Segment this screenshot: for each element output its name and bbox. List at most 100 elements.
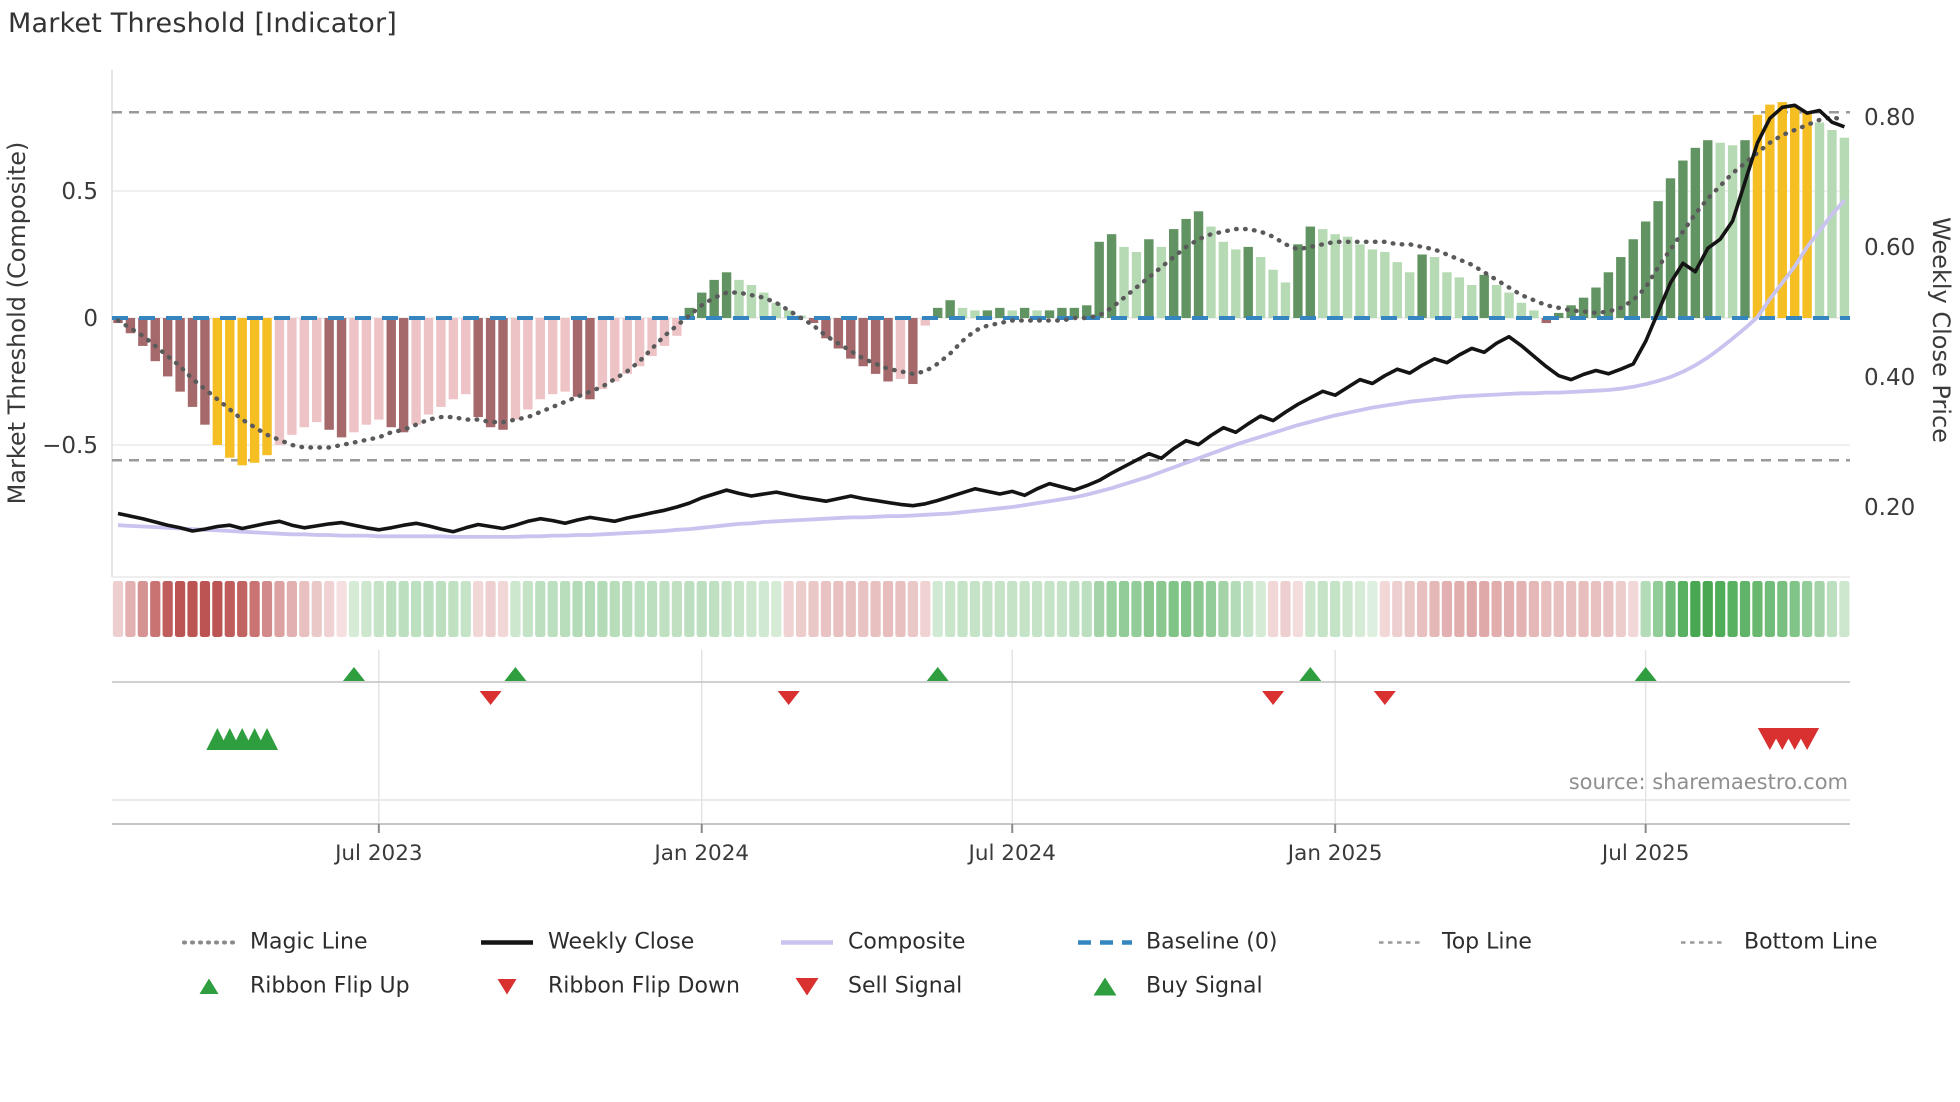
- ribbon-cell: [1628, 581, 1639, 637]
- histogram-bar: [523, 318, 533, 410]
- ribbon-cell: [1802, 581, 1813, 637]
- ribbon-flip-down-icon: [478, 975, 536, 997]
- ribbon-cell: [535, 581, 546, 637]
- histogram-bar: [622, 318, 632, 374]
- ribbon-cell: [150, 581, 161, 637]
- histogram-bar: [1019, 307, 1030, 318]
- histogram-bar: [1193, 211, 1204, 318]
- histogram-bar: [274, 318, 285, 445]
- histogram-bar: [262, 318, 272, 456]
- histogram-bar: [1318, 229, 1328, 318]
- histogram-bar: [510, 318, 521, 420]
- histogram-bar: [1827, 130, 1837, 318]
- ribbon-cell: [1727, 581, 1738, 637]
- ribbon-cell: [969, 581, 981, 637]
- legend-item-buy-signal: Buy Signal: [1076, 974, 1263, 999]
- histogram-bar: [560, 318, 570, 392]
- histogram-bar: [1454, 277, 1465, 318]
- composite-histogram-bars: [113, 102, 1850, 466]
- buy-signal-icon: [1076, 975, 1134, 997]
- ribbon-cell: [845, 581, 856, 637]
- histogram-bar: [1293, 244, 1303, 318]
- ribbon-cell: [957, 581, 968, 637]
- ribbon-cell: [1007, 581, 1018, 637]
- histogram-bar: [411, 318, 421, 425]
- histogram-bar: [1342, 236, 1353, 318]
- page-title: Market Threshold [Indicator]: [8, 8, 398, 39]
- ribbon-cell: [1131, 581, 1142, 637]
- ribbon-cell: [783, 581, 794, 637]
- ribbon-cell: [1094, 581, 1105, 637]
- ribbon-cell: [162, 581, 173, 637]
- histogram-bar: [945, 300, 955, 318]
- histogram-bar: [833, 318, 844, 349]
- ribbon-cell: [1441, 581, 1453, 637]
- histogram-bar: [908, 318, 918, 385]
- ribbon-cell: [1752, 581, 1763, 637]
- ribbon-cell: [112, 581, 124, 637]
- histogram-bar: [1616, 257, 1626, 318]
- histogram-bar: [659, 318, 670, 346]
- ribbon-cell: [187, 581, 198, 637]
- ribbon-cell: [634, 581, 645, 637]
- histogram-bar: [771, 302, 781, 318]
- ribbon-cell: [659, 581, 670, 637]
- ribbon-cell: [261, 581, 273, 637]
- ribbon-cell: [771, 581, 782, 637]
- histogram-bar: [1640, 221, 1651, 318]
- weekly-close-line: [117, 103, 1846, 534]
- histogram-bar: [498, 318, 508, 430]
- histogram-bar: [200, 318, 210, 425]
- histogram-bar: [957, 307, 968, 318]
- legend-item-ribbon-flip-down: Ribbon Flip Down: [478, 974, 740, 999]
- ribbon-cell: [709, 581, 720, 637]
- ribbon-cell: [510, 581, 521, 637]
- sell-signal-icon: [778, 975, 836, 997]
- ribbon-cell: [547, 581, 558, 637]
- histogram-bar: [684, 307, 695, 318]
- ribbon-cell: [1429, 581, 1440, 637]
- ribbon-cell: [1218, 581, 1229, 637]
- left-tick-label: 0: [83, 306, 98, 332]
- histogram-bar: [249, 318, 260, 463]
- ribbon-cell: [336, 581, 347, 637]
- right-tick-label: 0.80: [1864, 105, 1915, 131]
- ribbon-cell: [820, 581, 832, 637]
- histogram-bar: [162, 318, 173, 377]
- ribbon-cell: [398, 581, 409, 637]
- legend-label: Ribbon Flip Up: [250, 973, 410, 999]
- ribbon-cell: [1330, 581, 1341, 637]
- histogram-bar: [1715, 142, 1725, 318]
- ribbon-cell: [1181, 581, 1192, 637]
- ribbon-cell: [348, 581, 360, 637]
- threshold-lines: [112, 110, 1850, 462]
- histogram-bar: [548, 318, 558, 395]
- ribbon-cell: [870, 581, 881, 637]
- ribbon-cell: [1578, 581, 1589, 637]
- ribbon-cell: [696, 581, 707, 637]
- ribbon-flip-up-icon: [180, 975, 238, 997]
- histogram-bar: [1144, 239, 1154, 318]
- ribbon-cell: [1156, 581, 1167, 637]
- legend-item-ribbon-flip-up: Ribbon Flip Up: [180, 974, 410, 999]
- ribbon-cell: [1454, 581, 1465, 637]
- ribbon-cell: [1069, 581, 1080, 637]
- ribbon-cell: [1367, 581, 1378, 637]
- ribbon-cell: [460, 581, 471, 637]
- histogram-bar: [995, 307, 1005, 318]
- ribbon-cell: [1379, 581, 1390, 637]
- histogram-bar: [1007, 310, 1017, 318]
- legend-label: Sell Signal: [848, 973, 963, 999]
- ribbon-cell: [1652, 581, 1664, 637]
- ribbon-cell: [286, 581, 297, 637]
- histogram-bar: [1790, 107, 1800, 319]
- ribbon-cell: [1826, 581, 1838, 637]
- histogram-bar: [398, 318, 409, 433]
- x-tick-label: Jul 2025: [1600, 841, 1690, 866]
- legend-label: Buy Signal: [1146, 973, 1263, 999]
- histogram-bar: [1032, 310, 1042, 318]
- histogram-bar: [1243, 246, 1253, 318]
- ribbon-cell: [932, 581, 943, 637]
- histogram-bar: [212, 318, 223, 445]
- ribbon-cell: [212, 581, 223, 637]
